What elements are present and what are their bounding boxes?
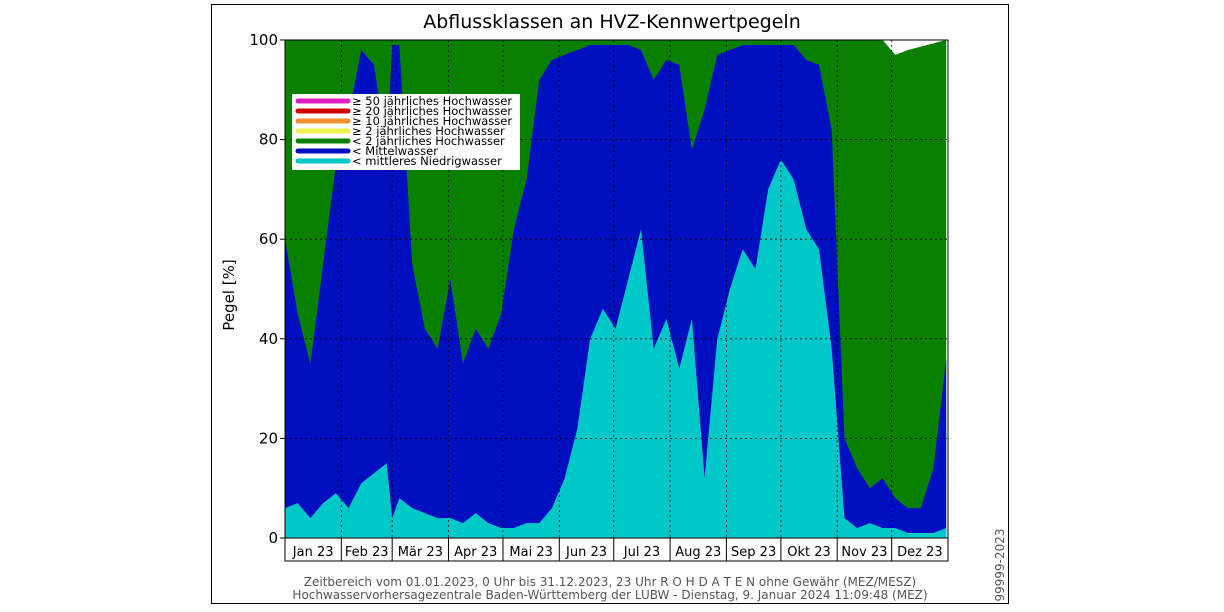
- y-tick-label: 40: [259, 330, 278, 348]
- chart-title: Abflussklassen an HVZ-Kennwertpegeln: [423, 11, 801, 33]
- x-tick-label: Jun 23: [565, 545, 607, 560]
- x-tick-label: Sep 23: [731, 545, 776, 560]
- y-tick-label: 80: [259, 131, 278, 149]
- x-tick-label: Aug 23: [675, 545, 721, 560]
- x-tick-label: Apr 23: [454, 545, 497, 560]
- legend-label: ≥ 2 jährliches Hochwasser: [352, 124, 505, 138]
- legend-label: < Mittelwasser: [352, 144, 438, 158]
- chart-frame: Abflussklassen an HVZ-Kennwertpegeln Peg…: [211, 4, 1009, 604]
- legend-label: ≥ 20 jährliches Hochwasser: [352, 104, 512, 118]
- y-tick-label: 20: [259, 429, 278, 447]
- footer-line-1: Zeitbereich vom 01.01.2023, 0 Uhr bis 31…: [304, 575, 916, 589]
- y-axis-label: Pegel [%]: [220, 259, 238, 330]
- x-tick-label: Mai 23: [509, 545, 552, 560]
- x-tick-label: Okt 23: [787, 545, 831, 560]
- y-tick-labels: 0 20 40 60 80 100: [249, 31, 278, 547]
- x-tick-label: Jan 23: [292, 545, 334, 560]
- plot-border: [284, 39, 949, 562]
- axes: [280, 39, 949, 562]
- x-tick-label: Nov 23: [841, 545, 887, 560]
- x-tick-label: Dez 23: [897, 545, 943, 560]
- y-tick-label: 100: [249, 31, 278, 49]
- footer-line-2: Hochwasservorhersagezentrale Baden-Württ…: [292, 588, 927, 602]
- legend-label: ≥ 50 jährliches Hochwasser: [352, 94, 512, 108]
- legend-label: ≥ 10 jährliches Hochwasser: [352, 114, 512, 128]
- x-tick-label: Feb 23: [345, 545, 389, 560]
- chart-svg: Abflussklassen an HVZ-Kennwertpegeln Peg…: [220, 11, 1007, 602]
- y-tick-label: 60: [259, 230, 278, 248]
- y-tick-label: 0: [268, 529, 278, 547]
- legend-label: < mittleres Niedrigwasser: [352, 154, 502, 168]
- footer-side-id: 99999-2023: [993, 528, 1007, 601]
- x-tick-label: Jul 23: [623, 545, 660, 560]
- area-series-1: [285, 159, 947, 538]
- legend-label: < 2 jährliches Hochwasser: [352, 134, 505, 148]
- legend: ≥ 50 jährliches Hochwasser≥ 20 jährliche…: [292, 94, 520, 170]
- x-tick-label: Mär 23: [398, 545, 443, 560]
- x-tick-labels: Jan 23 Feb 23 Mär 23 Apr 23 Mai 23 Jun 23 Jul …: [292, 545, 943, 560]
